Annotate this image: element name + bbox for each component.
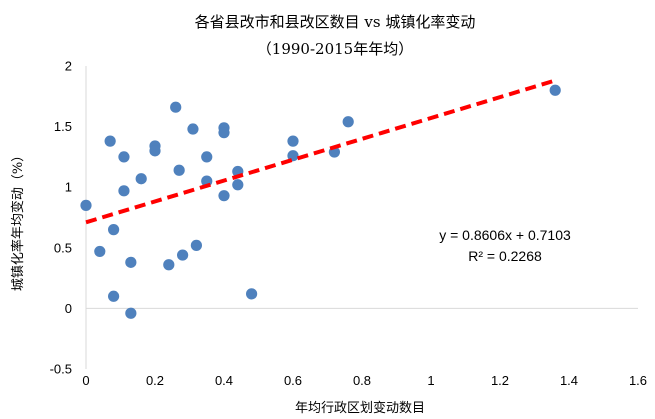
x-tick-label: 0.4 [215,373,233,388]
data-point [108,291,119,302]
data-point [125,308,136,319]
data-point [149,145,160,156]
x-tick-label: 0.2 [146,373,164,388]
data-point [125,257,136,268]
x-tick-label: 0.6 [284,373,302,388]
data-point [118,185,129,196]
data-point [177,249,188,260]
data-point [174,165,185,176]
x-tick-label: 1 [427,373,434,388]
trendline-equation: y = 0.8606x + 0.7103 [439,227,571,243]
data-point [108,224,119,235]
data-point [287,136,298,147]
data-point [94,246,105,257]
x-tick-label: 1.6 [629,373,647,388]
y-tick-label: 1.5 [54,119,72,134]
chart-subtitle: （1990-2015年年均） [257,40,413,58]
data-point [201,151,212,162]
y-tick-label: 0 [65,301,72,316]
y-tick-label: 1 [65,180,72,195]
chart-title: 各省县改市和县改区数目 vs 城镇化率变动 [195,13,476,31]
data-point [191,240,202,251]
x-tick-label: 0 [82,373,89,388]
data-point [246,288,257,299]
x-tick-label: 1.4 [560,373,578,388]
y-tick-label: 2 [65,59,72,74]
y-tick-label: -0.5 [50,362,72,377]
trendline-r-squared: R² = 0.2268 [468,248,542,264]
x-tick-label: 0.8 [353,373,371,388]
y-tick-label: 0.5 [54,240,72,255]
data-point [136,173,147,184]
data-point [550,85,561,96]
x-axis-title: 年均行政区划变动数目 [295,400,425,416]
data-point [218,127,229,138]
y-axis-title: 城镇化率年均变动（%） [10,149,26,291]
data-point [163,259,174,270]
data-point [118,151,129,162]
data-point [170,102,181,113]
x-tick-label: 1.2 [491,373,509,388]
data-point [218,190,229,201]
data-point [105,136,116,147]
data-point [80,200,91,211]
data-point [232,179,243,190]
data-point [343,116,354,127]
data-point [187,123,198,134]
